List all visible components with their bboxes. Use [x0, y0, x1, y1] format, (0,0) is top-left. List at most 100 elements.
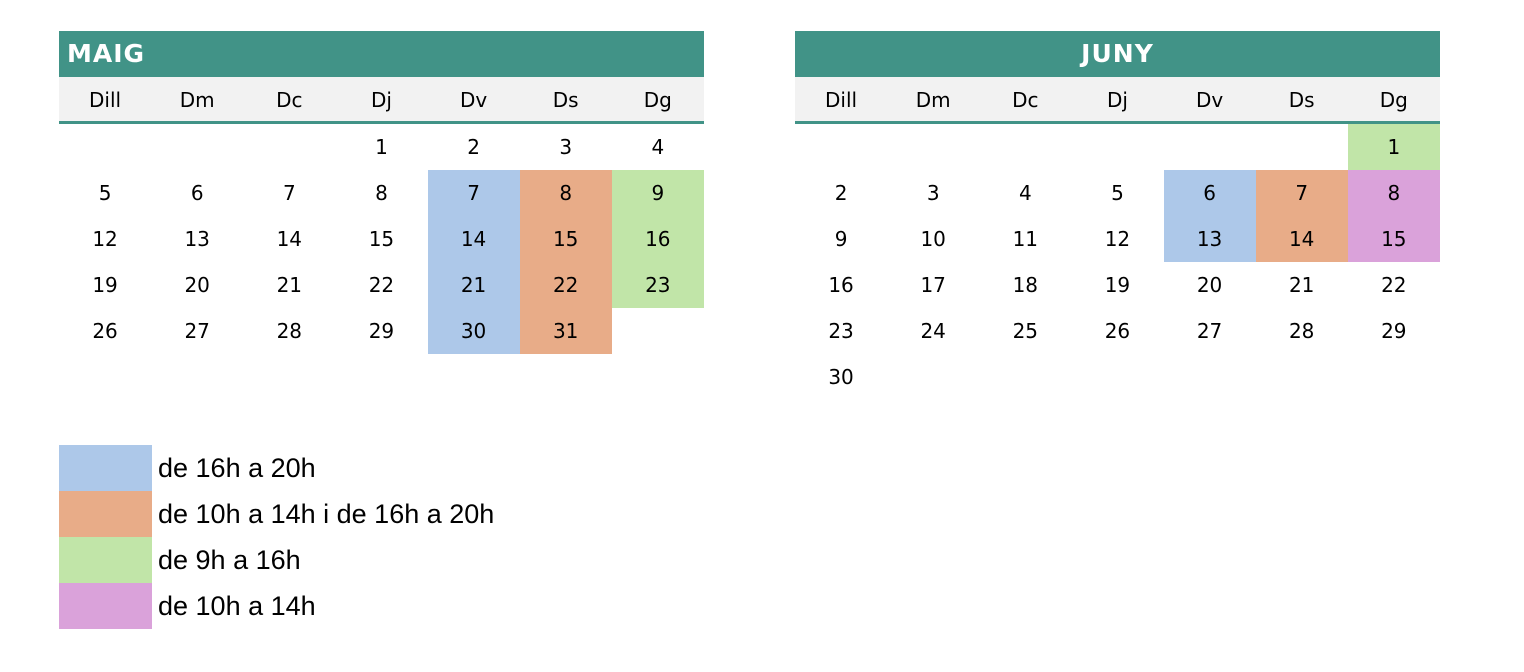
legend-swatch: [59, 491, 152, 537]
empty-cell: [1164, 124, 1256, 170]
day-cell: 14: [1255, 216, 1348, 262]
legend: de 16h a 20h de 10h a 14h i de 16h a 20h…: [59, 445, 494, 629]
legend-swatch: [59, 583, 152, 629]
day-cell: 1: [375, 135, 388, 159]
empty-cell: [1071, 124, 1163, 170]
weekday-label: Ds: [552, 88, 579, 112]
legend-swatch: [59, 445, 152, 491]
day-cell: 4: [651, 135, 665, 159]
weekday-header-row: Dill Dm Dc Dj Dv Ds Dg: [795, 77, 1440, 124]
day-cell: 19: [92, 273, 118, 297]
day-grid: 1 2 3 4 5 6 7 8 9 10 11 12 13 14 15 16 17 18 19 20 21 22 23 24 2…: [795, 124, 1440, 400]
legend-label: de 9h a 16h: [158, 544, 301, 575]
day-cell: 31: [519, 308, 612, 354]
empty-cell: [887, 124, 979, 170]
calendar-june: JUNY Dill Dm Dc Dj Dv Ds Dg 1 2 3 4 5 6 7 8 9 10 1…: [795, 31, 1440, 400]
day-cell: 20: [1196, 273, 1223, 297]
day-cell: 6: [1163, 170, 1256, 216]
day-cell: 29: [1381, 319, 1407, 343]
day-cell: 30: [427, 308, 520, 354]
weekday-label: Dj: [370, 88, 392, 112]
day-cell: 14: [276, 227, 303, 251]
weekday-label: Dj: [1106, 88, 1128, 112]
day-cell: 28: [1288, 319, 1315, 343]
day-cell: 21: [276, 273, 303, 297]
day-cell: 21: [427, 262, 520, 308]
day-cell: 21: [1288, 273, 1315, 297]
weekday-header-row: Dill Dm Dc Dj Dv Ds Dg: [59, 77, 704, 124]
legend-item: de 10h a 14h i de 16h a 20h: [59, 491, 494, 537]
month-title: MAIG: [59, 31, 704, 77]
day-cell: 27: [1196, 319, 1223, 343]
day-cell: 22: [368, 273, 395, 297]
day-cell: 8: [375, 181, 388, 205]
day-cell: 7: [427, 170, 520, 216]
weekday-label: Dill: [825, 88, 858, 112]
day-cell: 3: [559, 135, 573, 159]
day-cell: 23: [611, 262, 704, 308]
day-cell: 13: [1163, 216, 1256, 262]
day-cell: 19: [1104, 273, 1131, 297]
day-cell: 1: [1347, 124, 1440, 170]
day-cell: 5: [98, 181, 112, 205]
day-cell: 9: [611, 170, 704, 216]
day-cell: 16: [828, 273, 854, 297]
day-cell: 16: [611, 216, 704, 262]
weekday-label: Dill: [89, 88, 122, 112]
day-cell: 8: [519, 170, 612, 216]
day-cell: 3: [926, 181, 940, 205]
day-cell: 7: [282, 181, 296, 205]
day-cell: 12: [1104, 227, 1131, 251]
weekday-label: Dc: [1012, 88, 1039, 112]
empty-cell: [1256, 124, 1348, 170]
day-cell: 8: [1347, 170, 1440, 216]
weekday-label: Dg: [1379, 88, 1408, 112]
weekday-label: Dv: [1195, 88, 1224, 112]
day-cell: 28: [276, 319, 303, 343]
empty-cell: [151, 124, 243, 170]
day-cell: 27: [184, 319, 210, 343]
empty-cell: [243, 124, 335, 170]
weekday-label: Dm: [915, 88, 951, 112]
empty-cell: [59, 124, 151, 170]
day-cell: 18: [1012, 273, 1039, 297]
day-cell: 17: [920, 273, 946, 297]
legend-label: de 10h a 14h i de 16h a 20h: [158, 498, 495, 529]
day-cell: 2: [467, 135, 480, 159]
day-cell: 29: [368, 319, 395, 343]
legend-label: de 16h a 20h: [158, 452, 316, 483]
legend-item: de 16h a 20h: [59, 445, 494, 491]
empty-cell: [795, 124, 887, 170]
day-cell: 15: [519, 216, 612, 262]
empty-cell: [979, 124, 1071, 170]
day-grid: 1 2 3 4 5 6 7 8 7 8 9 12 13 14 15 14 15 16 19 20 21 22 21 22 23 2…: [59, 124, 704, 354]
day-cell: 24: [920, 319, 946, 343]
month-title: JUNY: [795, 31, 1440, 77]
day-cell: 10: [920, 227, 946, 251]
day-cell: 25: [1012, 319, 1039, 343]
day-cell: 9: [834, 227, 848, 251]
day-cell: 6: [190, 181, 204, 205]
day-cell: 30: [828, 365, 854, 389]
day-cell: 14: [427, 216, 520, 262]
day-cell: 23: [828, 319, 854, 343]
day-cell: 22: [1381, 273, 1407, 297]
day-cell: 15: [368, 227, 395, 251]
weekday-label: Dm: [179, 88, 215, 112]
legend-label: de 10h a 14h: [158, 590, 316, 621]
legend-swatch: [59, 537, 152, 583]
day-cell: 26: [1104, 319, 1131, 343]
weekday-label: Ds: [1288, 88, 1315, 112]
legend-item: de 9h a 16h: [59, 537, 494, 583]
day-cell: 7: [1255, 170, 1348, 216]
day-cell: 5: [1111, 181, 1124, 205]
day-cell: 13: [184, 227, 210, 251]
day-cell: 20: [184, 273, 210, 297]
weekday-label: Dv: [459, 88, 488, 112]
day-cell: 12: [92, 227, 118, 251]
weekday-label: Dg: [643, 88, 672, 112]
day-cell: 15: [1347, 216, 1440, 262]
day-cell: 11: [1012, 227, 1039, 251]
legend-item: de 10h a 14h: [59, 583, 494, 629]
